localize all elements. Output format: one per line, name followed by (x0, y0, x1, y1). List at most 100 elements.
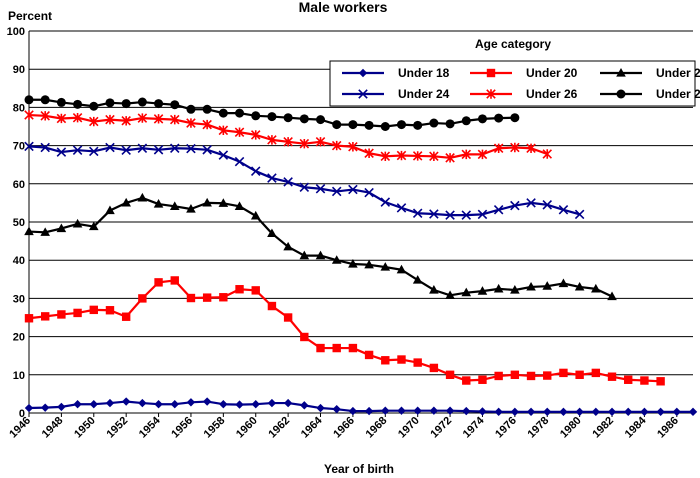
y-tick-label: 50 (13, 217, 25, 229)
data-point-under-20 (316, 343, 325, 353)
data-point-under-28 (332, 120, 342, 130)
legend-swatch-marker (616, 68, 626, 77)
data-point-under-18 (559, 407, 568, 417)
data-point-under-20 (300, 332, 309, 342)
data-point-under-18 (57, 402, 66, 412)
legend-item-under-18: Under 18 (342, 66, 450, 80)
data-point-under-20 (138, 294, 147, 303)
x-tick-label: 1958 (202, 415, 228, 441)
series-line-under-24 (28, 145, 580, 217)
data-point-under-28 (510, 113, 520, 123)
series-group (24, 95, 698, 417)
data-point-under-20 (40, 312, 50, 321)
data-point-under-20 (332, 343, 341, 353)
data-point-under-20 (73, 308, 82, 318)
data-point-under-18 (413, 406, 422, 415)
data-point-under-22 (493, 283, 504, 293)
data-point-under-28 (89, 101, 99, 111)
data-point-under-28 (413, 120, 423, 130)
x-tick-label: 1980 (558, 415, 584, 441)
data-point-under-18 (494, 407, 503, 417)
data-point-under-28 (299, 114, 309, 124)
legend-label: Under 18 (398, 66, 450, 80)
y-tick-label: 20 (13, 332, 25, 344)
data-point-under-18 (121, 397, 131, 406)
data-point-under-18 (624, 407, 633, 417)
legend-item-under-22: Under 22 (600, 66, 700, 80)
data-point-under-20 (364, 350, 374, 360)
data-point-under-24 (218, 150, 229, 160)
data-point-under-20 (170, 276, 179, 285)
data-point-under-26 (396, 150, 407, 161)
data-point-under-22 (218, 198, 229, 207)
data-point-under-24 (315, 184, 326, 194)
data-point-under-28 (283, 113, 293, 123)
data-point-under-22 (364, 259, 374, 269)
data-point-under-22 (202, 197, 212, 207)
data-point-under-28 (202, 104, 212, 114)
data-point-under-26 (153, 114, 164, 124)
y-axis-title: Percent (8, 9, 52, 23)
data-point-under-18 (543, 407, 552, 417)
data-point-under-20 (121, 312, 131, 321)
data-point-under-20 (397, 355, 406, 364)
x-tick-label: 1946 (7, 415, 33, 441)
data-point-under-20 (202, 293, 212, 302)
data-point-under-26 (121, 116, 131, 126)
series-under-28 (24, 95, 520, 131)
x-tick-label: 1972 (428, 415, 454, 441)
legend-item-under-24: Under 24 (342, 87, 450, 101)
data-point-under-18 (607, 407, 617, 417)
data-point-under-20 (510, 370, 520, 379)
data-point-under-18 (40, 403, 50, 412)
data-point-under-20 (559, 368, 568, 378)
legend-label: Under 26 (526, 87, 578, 101)
data-point-under-24 (186, 143, 196, 154)
x-tick-label: 1976 (493, 415, 519, 441)
data-point-under-18 (73, 400, 82, 409)
data-point-under-22 (429, 284, 439, 294)
data-point-under-22 (558, 278, 569, 288)
y-tick-label: 60 (13, 179, 25, 191)
y-axis-ticks: 0 10 20 30 40 50 60 70 80 90 100 (7, 26, 25, 420)
data-point-under-22 (88, 221, 99, 231)
data-point-under-18 (186, 398, 196, 407)
x-tick-label: 1962 (266, 415, 292, 441)
data-point-under-28 (121, 99, 131, 109)
y-tick-label: 10 (13, 370, 25, 382)
data-point-under-22 (267, 228, 277, 238)
data-point-under-26 (218, 125, 229, 136)
data-point-under-26 (477, 149, 488, 160)
data-point-under-26 (412, 151, 423, 161)
data-point-under-24 (429, 209, 439, 219)
data-point-under-26 (72, 112, 83, 123)
data-point-under-18 (300, 401, 309, 410)
legend-label: Under 20 (526, 66, 578, 80)
x-tick-label: 1970 (396, 415, 422, 441)
data-point-under-20 (381, 356, 390, 365)
data-point-under-20 (89, 305, 98, 315)
data-point-under-24 (396, 203, 407, 213)
data-point-under-28 (380, 122, 390, 131)
data-point-under-18 (445, 406, 455, 415)
data-point-under-20 (24, 314, 34, 323)
data-point-under-28 (445, 119, 455, 129)
data-point-under-18 (478, 407, 487, 416)
data-point-under-22 (591, 283, 601, 293)
data-point-under-18 (656, 407, 665, 417)
x-axis-ticks: 1946 1948 1950 1952 1954 1956 1958 1960 1962 1964… (7, 413, 681, 440)
data-point-under-22 (105, 205, 115, 215)
data-point-under-24 (493, 205, 504, 215)
data-point-under-26 (234, 127, 245, 137)
data-point-under-26 (186, 118, 196, 128)
data-point-under-18 (332, 404, 341, 414)
y-tick-label: 40 (13, 255, 25, 267)
data-point-under-26 (542, 149, 553, 159)
data-point-under-24 (526, 198, 536, 208)
data-point-under-24 (72, 145, 83, 155)
data-point-under-22 (299, 250, 310, 260)
data-point-under-28 (267, 112, 277, 122)
data-point-under-28 (40, 95, 50, 105)
data-point-under-22 (607, 291, 617, 301)
